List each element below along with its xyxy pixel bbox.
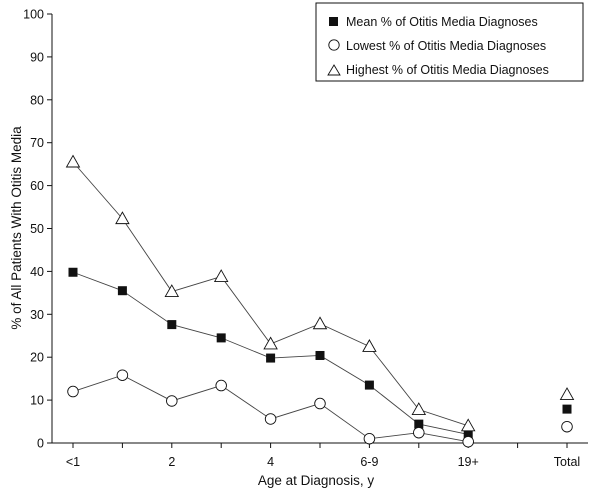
series-1-point [264, 413, 277, 425]
series-line-2 [72, 161, 469, 427]
series-2-point [213, 269, 229, 282]
y-tick-label: 60 [30, 179, 44, 193]
x-tick-label: 4 [267, 455, 274, 469]
legend-marker-highest [327, 64, 341, 76]
series-0-point [117, 286, 127, 296]
y-ticks: 0 10 20 30 40 50 60 70 80 90 100 [23, 8, 52, 451]
series-2-point [65, 154, 81, 168]
series-1-point [67, 385, 79, 398]
series-line-0 [72, 271, 469, 435]
y-tick-label: 0 [37, 437, 44, 451]
series-layer [65, 154, 575, 448]
series-1-point [116, 369, 129, 381]
y-tick-label: 20 [30, 351, 44, 365]
y-axis-title: % of All Patients With Otitis Media [9, 126, 24, 330]
legend-label-lowest: Lowest % of Otitis Media Diagnoses [346, 39, 546, 53]
series-2-point [263, 336, 278, 350]
y-tick-label: 70 [30, 136, 44, 150]
series-0-point [364, 380, 374, 390]
y-tick-label: 40 [30, 265, 44, 279]
series-line-1 [72, 374, 469, 443]
legend-marker-lowest [328, 39, 340, 51]
series-0-point [315, 350, 325, 360]
y-tick-label: 100 [23, 8, 44, 22]
x-tick-label: Total [554, 455, 580, 469]
series-0-point [216, 333, 226, 343]
y-tick-label: 10 [30, 394, 44, 408]
x-ticks: <1 2 4 6-9 19+ Total [66, 443, 580, 469]
legend-box [315, 2, 584, 82]
y-tick-label: 30 [30, 308, 44, 322]
series-0-point [414, 419, 424, 429]
series-0-point [68, 267, 78, 277]
series-2-total-point [559, 387, 575, 400]
series-2-point [312, 316, 328, 330]
series-1-point [314, 397, 326, 410]
x-tick-label: 2 [168, 455, 175, 469]
x-axis-title: Age at Diagnosis, y [258, 473, 375, 488]
y-tick-label: 80 [30, 93, 44, 107]
series-0-point [266, 353, 276, 363]
legend-label-highest: Highest % of Otitis Media Diagnoses [346, 63, 549, 77]
series-2-point [164, 284, 180, 298]
series-2-point [460, 418, 476, 432]
legend-marker-mean [329, 17, 338, 26]
series-1-point [215, 379, 227, 392]
x-tick-label: 19+ [458, 455, 479, 469]
legend-label-mean: Mean % of Otitis Media Diagnoses [346, 15, 538, 29]
series-1-total-point [561, 420, 573, 433]
series-0-point [463, 429, 473, 439]
x-tick-label: <1 [66, 455, 80, 469]
series-0-point [167, 320, 177, 330]
y-tick-label: 90 [30, 50, 44, 64]
legend: Mean % of Otitis Media Diagnoses Lowest … [315, 2, 584, 82]
x-tick-label: 6-9 [360, 455, 378, 469]
series-1-point [413, 426, 425, 439]
series-2-point [115, 211, 130, 225]
series-2-point [362, 339, 377, 352]
series-1-point [462, 435, 474, 448]
series-1-point [166, 395, 178, 407]
series-1-point [363, 432, 376, 445]
series-2-point [411, 402, 427, 415]
series-0-total-point [562, 404, 572, 414]
y-tick-label: 50 [30, 222, 44, 236]
